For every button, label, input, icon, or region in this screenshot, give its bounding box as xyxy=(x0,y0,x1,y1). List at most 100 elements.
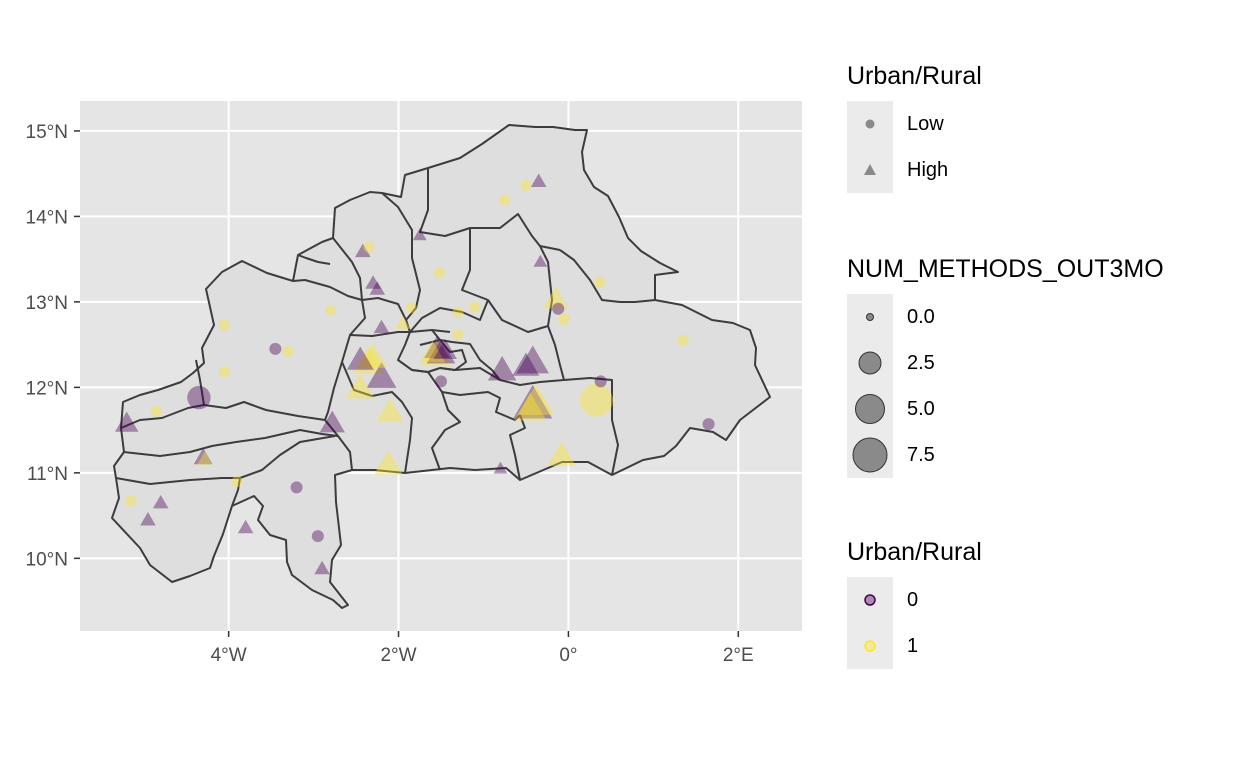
legend-circle-icon xyxy=(865,119,875,129)
data-point xyxy=(513,384,553,419)
data-point xyxy=(419,340,446,363)
y-tick-label: 11°N xyxy=(27,464,68,485)
data-point xyxy=(594,276,606,288)
data-point xyxy=(115,411,139,432)
data-point xyxy=(433,338,457,360)
data-point xyxy=(421,339,452,366)
size-legend-item: 0.0 xyxy=(847,294,1164,340)
shape-legend-item-low: Low xyxy=(847,101,982,147)
shape-legend-item-high: High xyxy=(847,147,982,193)
data-point xyxy=(319,410,345,433)
country-map xyxy=(111,124,771,609)
y-axis: 10°N 11°N 12°N 13°N 14°N 15°N xyxy=(26,122,80,570)
data-point xyxy=(405,302,417,314)
data-point xyxy=(594,375,607,388)
data-point xyxy=(677,334,689,346)
y-tick-label: 13°N xyxy=(26,293,68,314)
x-tick-label: 2°W xyxy=(380,645,416,666)
region-borders xyxy=(115,168,656,507)
data-point xyxy=(290,481,303,494)
shape-legend-label: Low xyxy=(907,112,944,135)
data-point xyxy=(193,448,213,465)
data-point xyxy=(518,383,555,415)
data-point xyxy=(412,228,427,241)
size-legend-label: 0.0 xyxy=(907,305,935,328)
data-points xyxy=(115,173,715,575)
data-point xyxy=(358,343,388,368)
data-point xyxy=(579,383,613,417)
size-legend-title: NUM_METHODS_OUT3MO xyxy=(847,255,1164,283)
data-point xyxy=(369,281,386,295)
data-point xyxy=(433,267,445,279)
data-point xyxy=(376,397,404,422)
data-point xyxy=(452,306,464,318)
color-legend-title: Urban/Rural xyxy=(847,538,982,566)
legend-circle-icon xyxy=(852,437,888,473)
color-legend-item-0: 0 xyxy=(847,577,982,623)
data-point xyxy=(237,519,254,534)
size-legend-label: 7.5 xyxy=(907,443,935,466)
data-point xyxy=(231,475,243,487)
data-point xyxy=(516,345,549,374)
data-point xyxy=(426,338,456,364)
data-point xyxy=(533,254,548,267)
data-point xyxy=(520,180,532,192)
data-point xyxy=(218,319,230,331)
size-legend-item: 2.5 xyxy=(847,340,1164,386)
data-point xyxy=(487,356,517,381)
shape-legend-label: High xyxy=(907,158,949,181)
data-point xyxy=(282,345,294,358)
data-point xyxy=(374,450,403,475)
legend-circle-icon xyxy=(855,394,885,424)
data-point xyxy=(512,352,540,376)
x-tick-label: 0° xyxy=(559,645,577,666)
data-point xyxy=(140,512,156,526)
data-point xyxy=(346,346,374,370)
data-point xyxy=(543,286,569,309)
data-point xyxy=(353,346,385,373)
y-tick-label: 15°N xyxy=(26,122,68,143)
data-point xyxy=(434,375,448,388)
data-point xyxy=(547,441,576,467)
data-point xyxy=(355,243,371,258)
data-point xyxy=(530,173,547,187)
data-point xyxy=(366,362,397,388)
data-point xyxy=(702,418,715,431)
color-legend-item-1: 1 xyxy=(847,623,982,669)
data-point xyxy=(197,451,213,465)
data-point xyxy=(125,495,137,507)
data-point xyxy=(424,336,450,359)
color-legend: Urban/Rural 0 1 xyxy=(847,538,982,669)
color-legend-label: 1 xyxy=(907,634,919,657)
data-point xyxy=(552,302,565,315)
data-point xyxy=(269,342,282,355)
data-point xyxy=(218,366,230,378)
data-point xyxy=(363,241,375,253)
x-tick-label: 2°E xyxy=(723,645,754,666)
size-legend-label: 5.0 xyxy=(907,397,935,420)
data-point xyxy=(152,494,169,509)
data-point xyxy=(365,275,381,289)
data-point xyxy=(314,560,330,575)
size-legend-item: 5.0 xyxy=(847,386,1164,432)
legend-circle-icon xyxy=(858,351,882,375)
x-axis: 4°W 2°W 0° 2°E xyxy=(211,631,754,666)
data-point xyxy=(469,301,481,313)
size-legend-label: 2.5 xyxy=(907,351,935,374)
color-legend-label: 0 xyxy=(907,588,919,611)
data-point xyxy=(311,530,324,543)
shape-legend: Urban/Rural Low High xyxy=(847,62,982,193)
y-tick-label: 10°N xyxy=(26,549,68,570)
data-point xyxy=(325,304,337,316)
legend-circle-icon xyxy=(864,640,876,652)
data-point xyxy=(558,312,571,326)
data-point xyxy=(513,392,547,421)
legend-triangle-icon xyxy=(864,164,876,175)
x-tick-label: 4°W xyxy=(211,645,247,666)
data-point xyxy=(187,385,211,410)
data-point xyxy=(150,405,162,417)
size-legend: NUM_METHODS_OUT3MO 0.0 2.5 5.0 7.5 xyxy=(847,255,1164,478)
country-outline xyxy=(111,124,771,609)
legend-circle-icon xyxy=(864,594,876,606)
